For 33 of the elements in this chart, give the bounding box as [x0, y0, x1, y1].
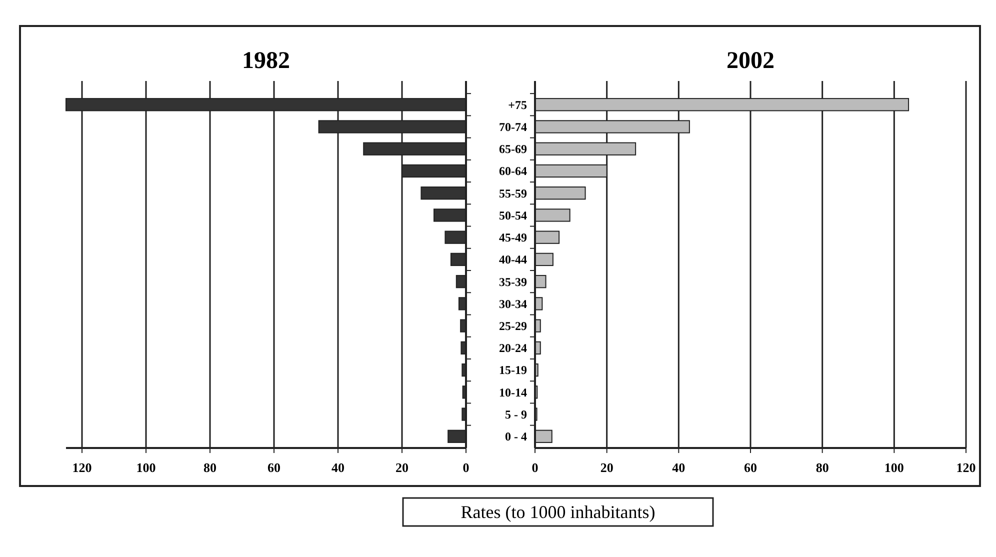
x-tick-label: 100	[884, 460, 904, 475]
x-tick-label: 60	[744, 460, 757, 475]
x-tick-label: 20	[396, 460, 408, 475]
y-tick-label: 55-59	[499, 186, 527, 200]
x-tick-label: 20	[600, 460, 614, 475]
y-tick-label: 60-64	[499, 164, 527, 178]
y-tick-label: 25-29	[499, 318, 527, 333]
x-tick-label: 0	[462, 460, 470, 475]
y-tick-label: 30-34	[499, 296, 527, 311]
y-tick-label: 5 - 9	[505, 407, 527, 422]
y-tick-label: 10-14	[499, 385, 527, 400]
y-tick-label: 70-74	[499, 120, 527, 134]
y-tick-label: 20-24	[499, 341, 527, 356]
y-tick-label: 15-19	[499, 363, 527, 378]
x-tick-label: 120	[72, 460, 92, 475]
y-tick-label: 65-69	[499, 142, 527, 156]
x-tick-label: 40	[672, 460, 686, 475]
x-tick-label: 80	[816, 460, 829, 475]
x-tick-label: 0	[532, 460, 538, 475]
y-tick-label: 45-49	[499, 230, 527, 245]
y-tick-label: 0 - 4	[505, 430, 527, 444]
x-tick-label: 100	[136, 460, 156, 475]
x-tick-label: 120	[956, 460, 976, 475]
x-tick-label: 40	[332, 460, 344, 475]
chart-title: 1982	[242, 48, 290, 74]
x-tick-label: 60	[268, 460, 280, 475]
x-tick-label: 80	[204, 460, 216, 475]
y-tick-label: 40-44	[499, 252, 527, 267]
y-tick-label: 50-54	[499, 208, 527, 222]
x-axis-title: Rates (to 1000 inhabitants)	[460, 502, 656, 522]
y-tick-label: +75	[508, 98, 527, 112]
y-tick-label: 35-39	[499, 274, 527, 289]
chart-title: 2002	[726, 48, 774, 74]
